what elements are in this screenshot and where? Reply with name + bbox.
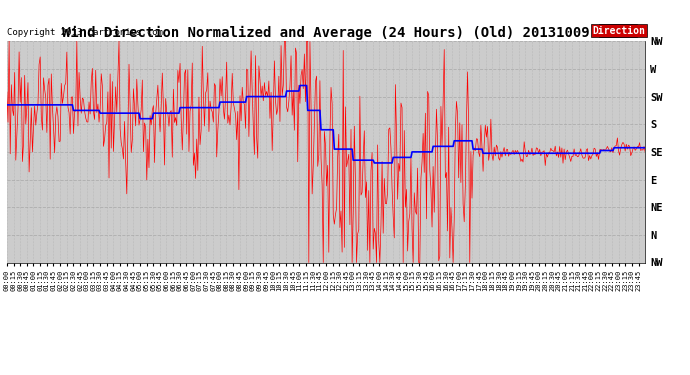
Text: Copyright 2013 Cartronics.com: Copyright 2013 Cartronics.com (7, 28, 163, 37)
Text: Median: Median (600, 26, 635, 36)
Text: Direction: Direction (592, 26, 645, 36)
Title: Wind Direction Normalized and Average (24 Hours) (Old) 20131009: Wind Direction Normalized and Average (2… (62, 26, 590, 40)
